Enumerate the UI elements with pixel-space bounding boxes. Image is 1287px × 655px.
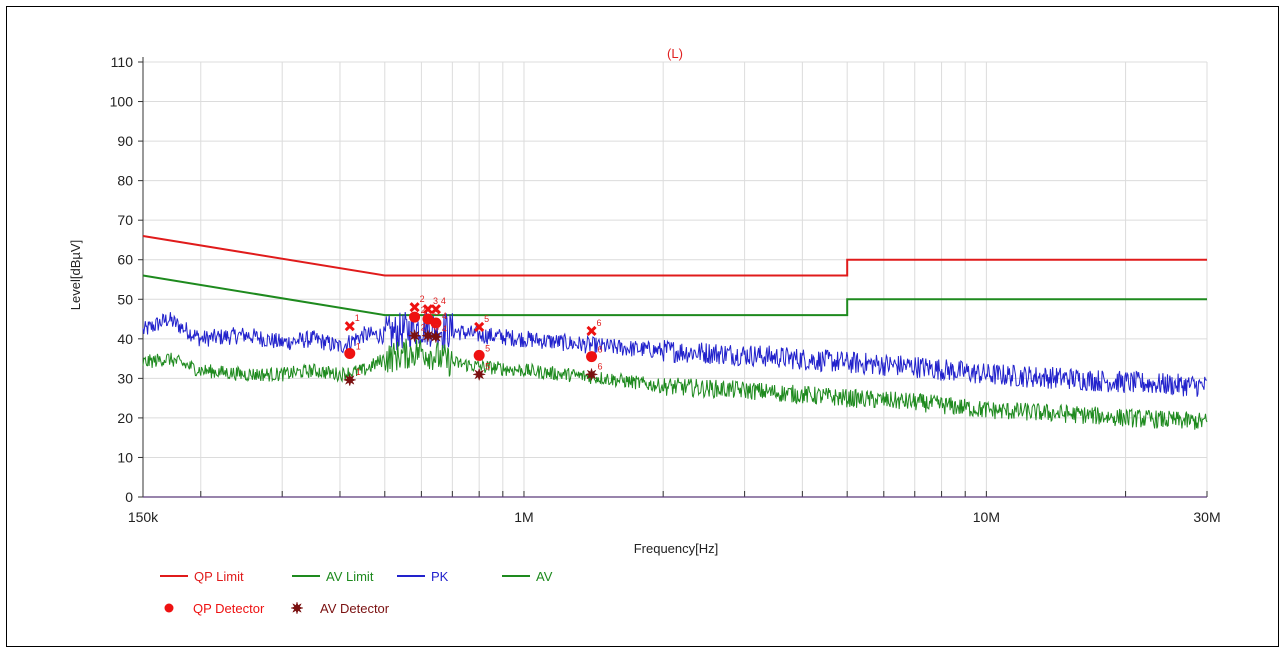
legend-label-qp-detector: QP Detector xyxy=(193,601,265,616)
cross-stroke xyxy=(409,302,420,313)
qp-detector-label: 1 xyxy=(356,341,361,351)
y-tick-label: 0 xyxy=(125,489,133,505)
av-detector-point xyxy=(472,367,487,382)
qp-limit-marker xyxy=(586,325,597,336)
qp-detector-point xyxy=(430,317,442,329)
qp-detector-label: 4 xyxy=(442,311,447,321)
av-detector-point xyxy=(429,329,443,344)
av-detector-point xyxy=(421,328,435,343)
y-axis-label: Level[dBµV] xyxy=(68,240,83,310)
av-detector-label: 6 xyxy=(598,361,603,371)
av-detector-point xyxy=(407,328,422,343)
series xyxy=(142,235,1208,430)
y-tick-label: 100 xyxy=(110,94,134,110)
chart-title: (L) xyxy=(667,46,683,61)
series-pk xyxy=(142,311,1208,397)
legend-label-pk: PK xyxy=(431,569,449,584)
av-detector-label: 3 xyxy=(434,323,439,333)
qp-limit-marker-label: 6 xyxy=(597,318,602,328)
x-axis-label: Frequency[Hz] xyxy=(634,541,719,556)
qp-detector-point xyxy=(344,347,356,359)
y-tick-label: 60 xyxy=(117,252,133,268)
av-detector-point xyxy=(584,367,599,382)
cross-stroke xyxy=(586,325,597,336)
legend-label-av: AV xyxy=(536,569,553,584)
series-av-limit xyxy=(142,274,1207,317)
cross-stroke xyxy=(430,304,441,315)
qp-limit-marker-label: 5 xyxy=(484,314,489,324)
y-tick-label: 10 xyxy=(117,449,133,465)
av-detector-label: 5 xyxy=(485,361,490,371)
qp-limit-marker xyxy=(422,304,434,315)
av-detector-label: 4 xyxy=(442,324,447,334)
qp-limit-marker-label: 2 xyxy=(420,294,425,304)
series-qp-limit xyxy=(142,235,1207,277)
grid xyxy=(143,61,1208,497)
qp-limit-marker xyxy=(430,304,441,315)
qp-detector-label: 2 xyxy=(421,305,426,315)
av-detector-label: 1 xyxy=(356,367,361,377)
y-tick-label: 40 xyxy=(117,331,133,347)
qp-limit-marker xyxy=(409,302,420,313)
series-av xyxy=(142,338,1208,430)
legend-label-qp-limit: QP Limit xyxy=(194,569,244,584)
qp-limit-marker xyxy=(344,321,355,332)
qp-limit-marker-label: 4 xyxy=(441,296,446,306)
qp-detector-label: 5 xyxy=(485,343,490,353)
x-tick-label: 10M xyxy=(973,509,1000,525)
y-tick-label: 80 xyxy=(117,173,133,189)
qp-detector-label: 3 xyxy=(434,307,439,317)
y-tick-label: 70 xyxy=(117,212,133,228)
qp-detector-point xyxy=(473,349,485,361)
x-tick-label: 150k xyxy=(128,509,159,525)
qp-limit-marker-label: 1 xyxy=(355,313,360,323)
qp-limit-marker-label: 3 xyxy=(433,296,438,306)
legend-label-av-detector: AV Detector xyxy=(320,601,390,616)
cross-stroke xyxy=(344,321,355,332)
y-tick-label: 30 xyxy=(117,370,133,386)
chart-frame xyxy=(6,6,1279,647)
qp-detector-point xyxy=(409,311,421,323)
qp-detector-point xyxy=(586,351,598,363)
markers: 12 3 45 612 3 45 612 3 45 6 xyxy=(290,294,603,615)
qp-detector-label: 6 xyxy=(598,345,603,355)
cross-stroke xyxy=(474,321,485,333)
qp-limit-marker xyxy=(474,321,485,333)
av-detector-point xyxy=(342,373,357,387)
legend-swatch-qp-detector xyxy=(164,603,174,613)
legend-label-av-limit: AV Limit xyxy=(326,569,374,584)
y-tick-label: 110 xyxy=(111,54,134,70)
legend: QP Limit AV Limit PK AV QP Detector AV Detect… xyxy=(160,569,553,616)
y-tick-label: 20 xyxy=(117,410,133,426)
x-tick-label: 30M xyxy=(1193,509,1220,525)
axes: 0 10 20 30 40 50 60 70 80 90 100 110 150k 1M 10M 30M xyxy=(110,54,1221,525)
legend-swatch-av-detector xyxy=(290,601,304,615)
y-tick-label: 50 xyxy=(117,291,133,307)
x-tick-label: 1M xyxy=(514,509,533,525)
y-tick-label: 90 xyxy=(117,133,133,149)
av-detector-label: 2 xyxy=(421,323,426,333)
cross-stroke xyxy=(422,304,434,315)
